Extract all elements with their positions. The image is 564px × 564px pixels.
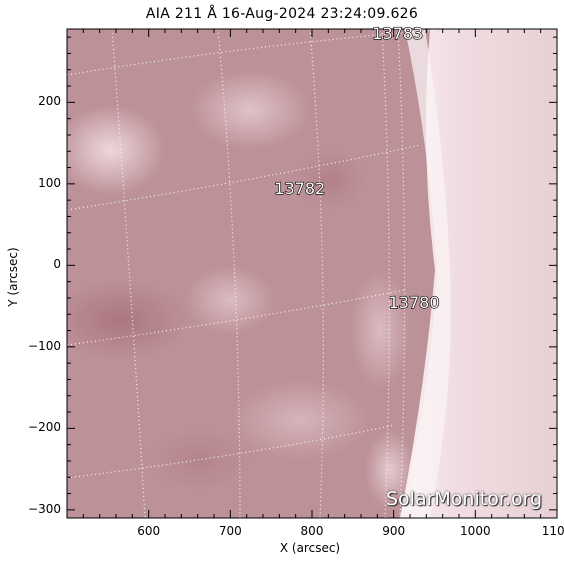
active-region-label: 13782 xyxy=(274,179,325,198)
active-region-label: 13783 xyxy=(372,24,423,43)
y-tick-label: 100 xyxy=(38,175,61,190)
x-tick-label: 800 xyxy=(300,524,324,538)
map-title: AIA 211 Å 16-Aug-2024 23:24:09.626 xyxy=(145,6,419,22)
y-tick-label: 0 xyxy=(53,257,61,272)
axis-ticks xyxy=(67,29,558,518)
watermark-solarmonitor: SolarMonitor.org xyxy=(386,488,543,510)
y-tick-label: −300 xyxy=(28,501,61,516)
solar-disk-image xyxy=(67,29,557,518)
active-region-label: 13780 xyxy=(389,293,440,312)
y-tick-label: 200 xyxy=(38,94,61,109)
y-axis-label: Y (arcsec) xyxy=(6,247,20,307)
x-tick-label: 1000 xyxy=(460,524,491,538)
y-tick-label: −200 xyxy=(28,420,61,435)
x-axis-label: X (arcsec) xyxy=(279,541,341,555)
x-tick-label: 600 xyxy=(137,524,161,538)
x-tick-label: 700 xyxy=(218,524,242,538)
active-region-labels: 13783 13782 13780 xyxy=(274,23,441,312)
x-tick-label: 900 xyxy=(382,524,406,538)
x-tick-label: 1100 xyxy=(541,524,564,538)
y-tick-label: −100 xyxy=(28,338,61,353)
coordinate-grid xyxy=(67,29,436,518)
